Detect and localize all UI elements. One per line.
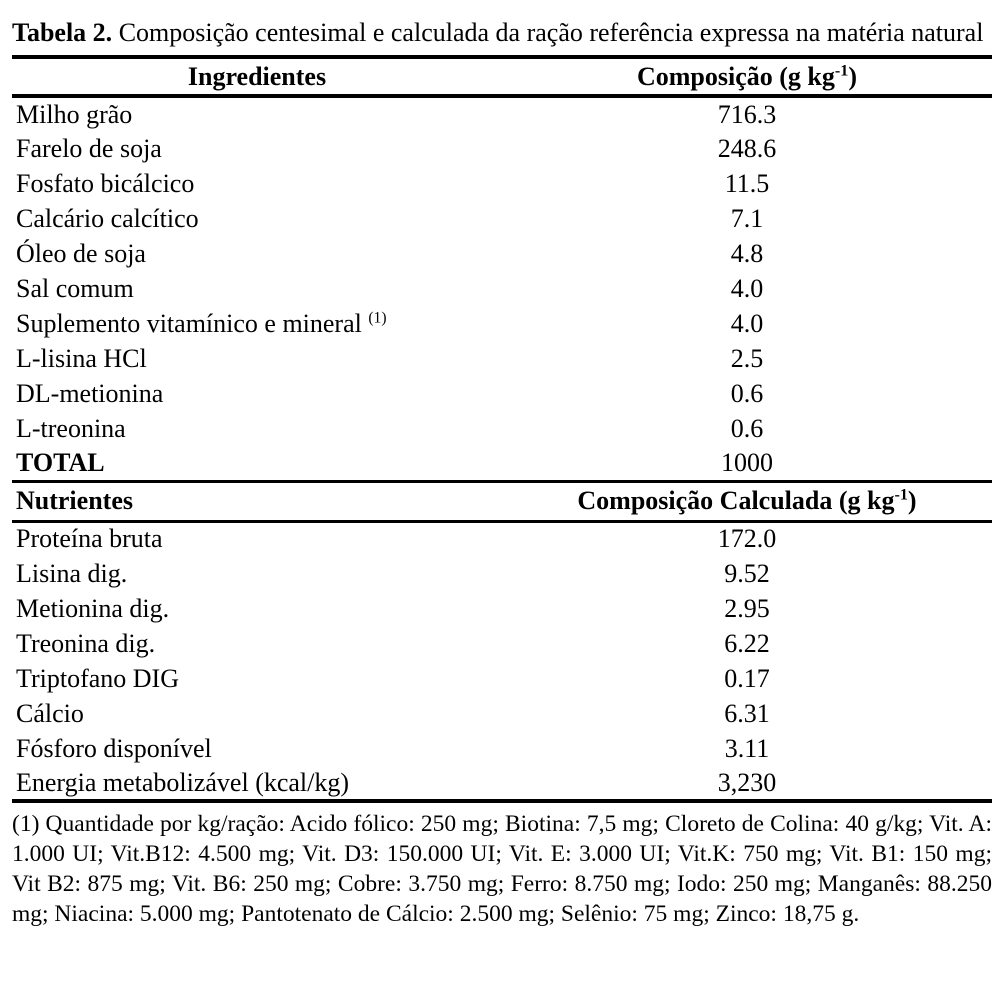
ingredient-name: L-lisina HCl — [16, 343, 147, 373]
nutrients-column-header: Nutrientes — [16, 486, 133, 515]
ingredients-header-row: Ingredientes Composição (g kg-1) — [12, 57, 992, 96]
ingredient-name: L-treonina — [16, 413, 126, 443]
composition-header-close-paren: ) — [848, 61, 857, 91]
composition-table: Ingredientes Composição (g kg-1) Milho g… — [12, 55, 992, 803]
table-caption: Tabela 2. Composição centesimal e calcul… — [12, 14, 992, 51]
total-label: TOTAL — [16, 447, 105, 477]
ingredient-value: 4.0 — [730, 308, 764, 338]
table-row: Metionina dig. 2.95 — [12, 591, 992, 626]
nutrient-name: Lisina dig. — [16, 558, 128, 588]
ingredient-name: Suplemento vitamínico e mineral (1) — [16, 308, 387, 338]
nutrient-value: 6.22 — [724, 628, 770, 658]
nutrient-name: Treonina dig. — [16, 628, 156, 658]
nutrient-name: Energia metabolizável (kcal/kg) — [16, 767, 350, 797]
ingredient-value: 11.5 — [724, 168, 770, 198]
nutrient-value: 2.95 — [724, 593, 770, 623]
ingredient-value: 4.8 — [730, 238, 764, 268]
exponent-superscript: -1 — [834, 61, 849, 79]
table-row: Calcário calcítico 7.1 — [12, 201, 992, 236]
nutrients-header-row: Nutrientes Composição Calculada (g kg-1) — [12, 481, 992, 521]
total-value: 1000 — [721, 447, 773, 477]
composition-column-header: Composição (g kg-1) — [502, 57, 992, 96]
ingredient-value: 2.5 — [730, 343, 764, 373]
table-footnote: (1) Quantidade por kg/ração: Acido fólic… — [12, 811, 992, 927]
total-row: TOTAL 1000 — [12, 446, 992, 481]
ingredient-name: Milho grão — [16, 99, 133, 129]
nutrient-value: 3,230 — [717, 767, 777, 797]
table-row: Fosfato bicálcico 11.5 — [12, 166, 992, 201]
table-row: Energia metabolizável (kcal/kg) 3,230 — [12, 766, 992, 801]
nutrient-name: Metionina dig. — [16, 593, 170, 623]
table-row: Cálcio 6.31 — [12, 696, 992, 731]
table-row: Triptofano DIG 0.17 — [12, 661, 992, 696]
ingredient-name: Fosfato bicálcico — [16, 168, 195, 198]
nutrient-value: 9.52 — [724, 558, 770, 588]
table-row: Óleo de soja 4.8 — [12, 236, 992, 271]
table-row: Farelo de soja 248.6 — [12, 131, 992, 166]
table-row: Treonina dig. 6.22 — [12, 626, 992, 661]
calculated-composition-header-close-paren: ) — [907, 486, 917, 515]
nutrient-name: Cálcio — [16, 698, 84, 728]
ingredient-value: 0.6 — [730, 378, 764, 408]
table-row: Milho grão 716.3 — [12, 96, 992, 131]
ingredient-name: Óleo de soja — [16, 238, 146, 268]
table-row: Sal comum 4.0 — [12, 271, 992, 306]
ingredient-name: DL-metionina — [16, 378, 164, 408]
ingredient-name: Calcário calcítico — [16, 203, 199, 233]
nutrient-value: 172.0 — [717, 524, 777, 554]
table-row: L-lisina HCl 2.5 — [12, 341, 992, 376]
table-caption-number: Tabela 2. — [12, 18, 113, 47]
exponent-superscript: -1 — [894, 486, 908, 504]
footnote-marker: (1) — [368, 308, 387, 326]
ingredient-name: Farelo de soja — [16, 133, 162, 163]
nutrient-name: Fósforo disponível — [16, 733, 212, 763]
ingredient-name: Sal comum — [16, 273, 134, 303]
composition-header-text: Composição (g kg — [637, 61, 835, 91]
nutrient-name: Triptofano DIG — [16, 663, 179, 693]
table-row: L-treonina 0.6 — [12, 411, 992, 446]
calculated-composition-column-header: Composição Calculada (g kg-1) — [502, 481, 992, 521]
table-caption-text: Composição centesimal e calculada da raç… — [112, 18, 984, 47]
table-row: DL-metionina 0.6 — [12, 376, 992, 411]
nutrient-name: Proteína bruta — [16, 524, 163, 554]
table-row: Suplemento vitamínico e mineral (1) 4.0 — [12, 306, 992, 341]
nutrient-value: 6.31 — [724, 698, 770, 728]
table-row: Proteína bruta 172.0 — [12, 521, 992, 556]
ingredient-value: 0.6 — [730, 413, 764, 443]
nutrient-value: 3.11 — [724, 733, 770, 763]
ingredient-value: 4.0 — [730, 273, 764, 303]
ingredient-value: 248.6 — [717, 133, 777, 163]
table-row: Lisina dig. 9.52 — [12, 556, 992, 591]
ingredient-value: 716.3 — [717, 99, 777, 129]
nutrient-value: 0.17 — [724, 663, 770, 693]
ingredient-value: 7.1 — [730, 203, 764, 233]
table-row: Fósforo disponível 3.11 — [12, 731, 992, 766]
calculated-composition-header-text: Composição Calculada (g kg — [577, 486, 895, 515]
ingredients-column-header: Ingredientes — [187, 61, 327, 91]
